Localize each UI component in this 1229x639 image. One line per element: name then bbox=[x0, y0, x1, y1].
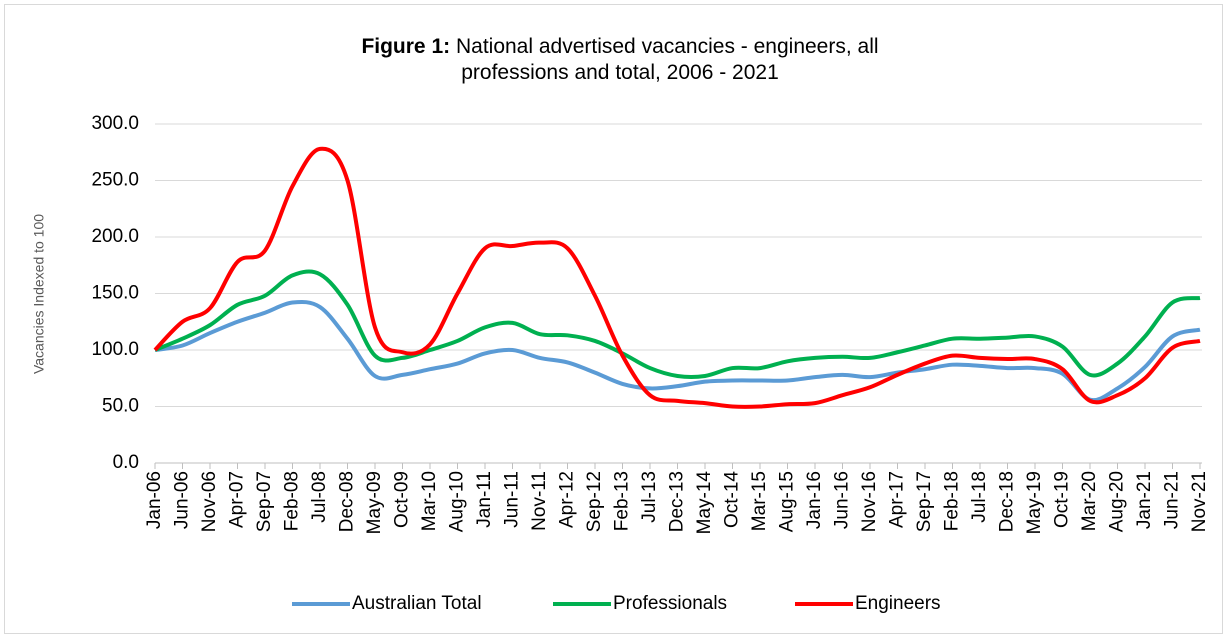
x-tick-label: Jun-06 bbox=[172, 471, 193, 529]
x-tick-label: Jun-16 bbox=[832, 471, 853, 529]
title-label: Figure 1: bbox=[361, 35, 451, 58]
series-line bbox=[154, 269, 1201, 379]
x-tick-label: Nov-21 bbox=[1189, 471, 1210, 532]
x-tick-label: Dec-18 bbox=[997, 471, 1018, 532]
x-tick-label: Sep-07 bbox=[254, 471, 275, 532]
x-tick-label: Jan-21 bbox=[1134, 471, 1155, 529]
legend-label: Australian Total bbox=[352, 593, 482, 614]
x-tick-label: Jan-11 bbox=[474, 471, 495, 528]
x-tick-label: Mar-15 bbox=[749, 471, 770, 531]
x-tick-label: Feb-13 bbox=[612, 471, 633, 531]
x-tick-label: Aug-10 bbox=[447, 471, 468, 532]
x-tick-label: Dec-13 bbox=[667, 471, 688, 532]
x-tick-label: Jan-16 bbox=[804, 471, 825, 529]
x-tick-label: Aug-15 bbox=[777, 471, 798, 532]
legend-label: Professionals bbox=[613, 593, 727, 614]
x-tick-label: Jul-18 bbox=[969, 471, 990, 523]
chart-frame bbox=[4, 4, 1223, 634]
y-tick-label: 200.0 bbox=[91, 226, 139, 247]
y-tick-label: 50.0 bbox=[102, 396, 139, 417]
x-tick-label: May-19 bbox=[1024, 471, 1045, 534]
x-tick-label: Dec-08 bbox=[337, 471, 358, 532]
x-tick-label: Jun-11 bbox=[502, 471, 523, 528]
x-tick-label: Mar-20 bbox=[1079, 471, 1100, 531]
y-axis-label: Vacancies Indexed to 100 bbox=[31, 214, 47, 374]
x-tick-label: Oct-14 bbox=[722, 471, 743, 528]
x-tick-label: Nov-16 bbox=[859, 471, 880, 532]
x-tick-label: Jul-13 bbox=[639, 471, 660, 523]
series-line bbox=[153, 146, 1201, 409]
x-tick-label: Apr-12 bbox=[557, 471, 578, 528]
x-tick-label: Feb-18 bbox=[942, 471, 963, 531]
x-tick-label: Jan-06 bbox=[144, 471, 165, 529]
title-text: National advertised vacancies - engineer… bbox=[455, 35, 879, 84]
y-tick-label: 0.0 bbox=[113, 452, 139, 473]
x-tick-label: Oct-09 bbox=[392, 471, 413, 528]
x-tick-label: Jun-21 bbox=[1162, 471, 1183, 529]
x-tick-label: Nov-06 bbox=[199, 471, 220, 532]
x-tick-label: May-14 bbox=[694, 471, 715, 535]
y-tick-label: 150.0 bbox=[91, 283, 139, 304]
x-tick-label: Mar-10 bbox=[419, 471, 440, 531]
x-tick-label: Sep-17 bbox=[914, 471, 935, 532]
y-tick-label: 250.0 bbox=[91, 170, 139, 191]
legend-label: Engineers bbox=[855, 593, 941, 614]
x-tick-label: Aug-20 bbox=[1107, 471, 1128, 532]
x-tick-label: Feb-08 bbox=[282, 471, 303, 531]
y-tick-label: 300.0 bbox=[91, 113, 139, 134]
x-tick-label: May-09 bbox=[364, 471, 385, 534]
x-tick-label: Oct-19 bbox=[1052, 471, 1073, 528]
series-line bbox=[154, 299, 1201, 403]
y-tick-label: 100.0 bbox=[91, 339, 139, 360]
x-tick-label: Jul-08 bbox=[309, 471, 330, 523]
chart-title: Figure 1: National advertised vacancies … bbox=[330, 34, 910, 86]
x-tick-label: Nov-11 bbox=[529, 471, 550, 531]
x-tick-label: Apr-07 bbox=[227, 471, 248, 528]
x-tick-label: Apr-17 bbox=[887, 471, 908, 528]
x-tick-label: Sep-12 bbox=[584, 471, 605, 532]
